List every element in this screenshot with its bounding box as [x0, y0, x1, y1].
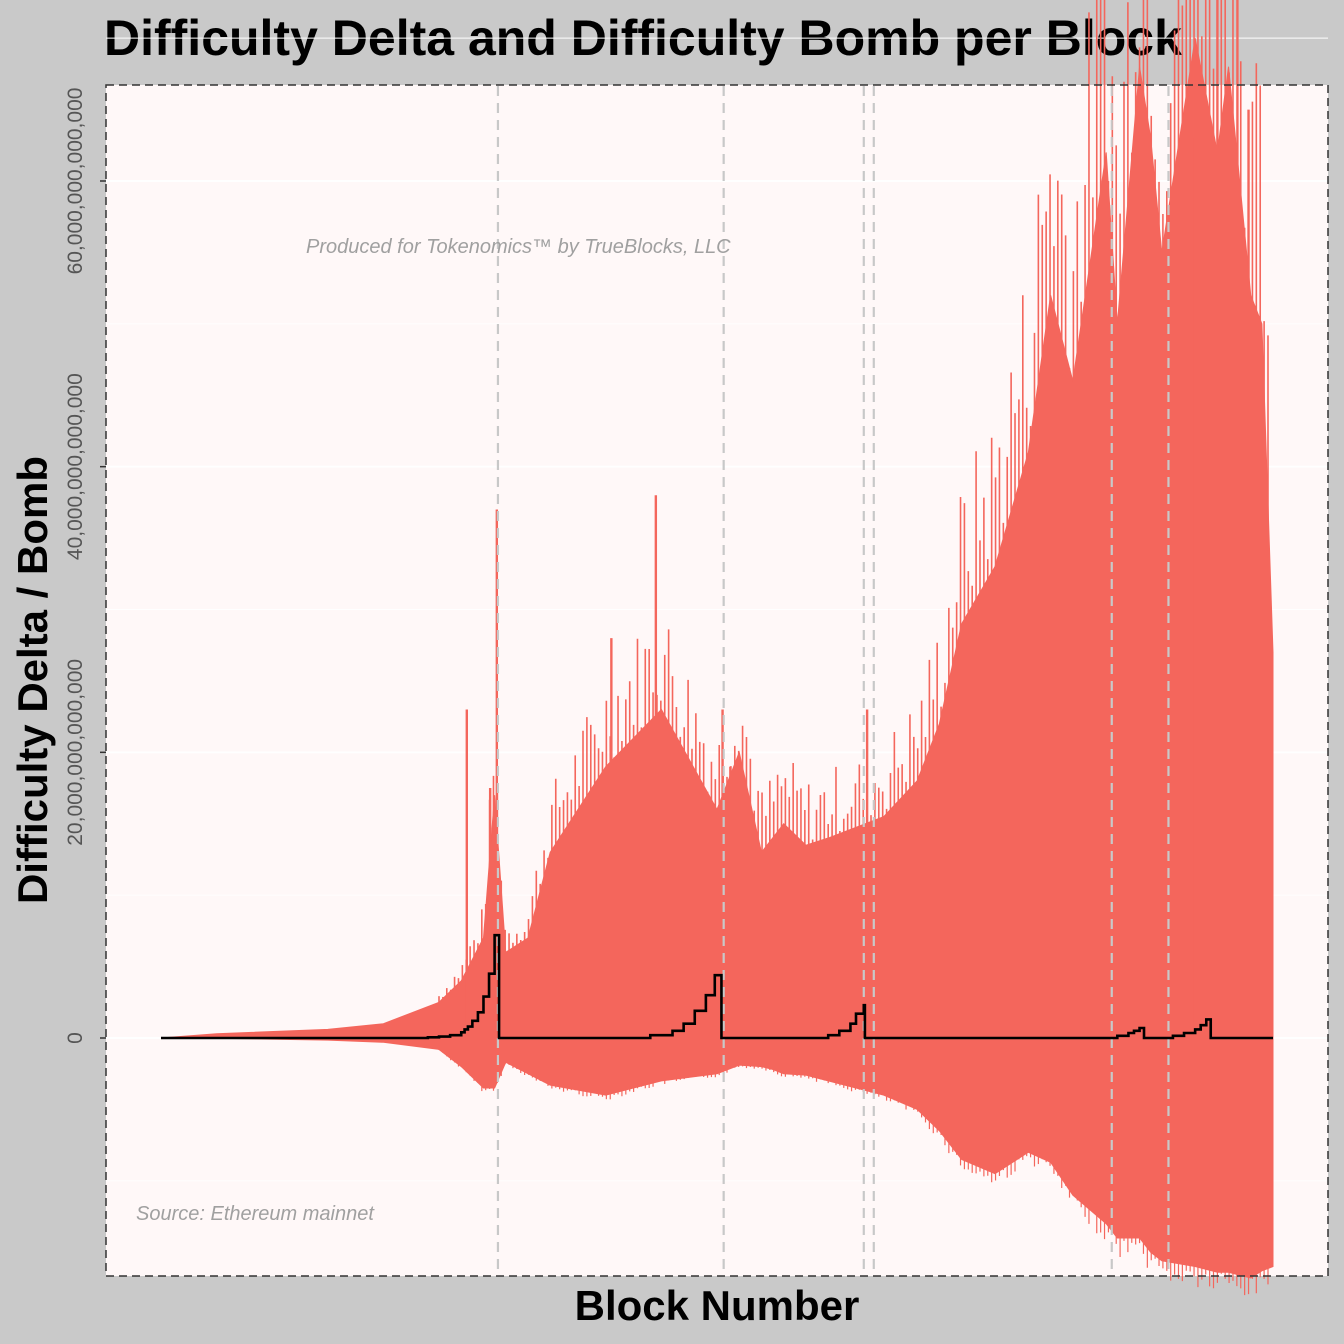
y-tick-label: 40,000,000,000,000 [64, 373, 87, 560]
y-tick-label: 20,000,000,000,000 [64, 659, 87, 846]
y-axis-label: Difficulty Delta / Bomb [9, 455, 56, 905]
x-axis-label: Block Number [574, 1282, 860, 1329]
y-axis-ticks: 0 20,000,000,000,000 40,000,000,000,000 60,… [64, 88, 106, 1044]
series-difficulty-delta [160, 0, 1274, 1296]
fork-markers [496, 86, 1170, 1275]
plot-border [105, 84, 1329, 1277]
series-difficulty-bomb [161, 933, 1273, 1040]
y-tick-label: 60,000,000,000,000 [64, 88, 87, 275]
bomb-line [161, 933, 1273, 1040]
source-annotation: Source: Ethereum mainnet [136, 1203, 375, 1225]
watermark-annotation: Produced for Tokenomics™ by TrueBlocks, … [306, 236, 731, 258]
y-tick-label: 0 [64, 1032, 87, 1044]
